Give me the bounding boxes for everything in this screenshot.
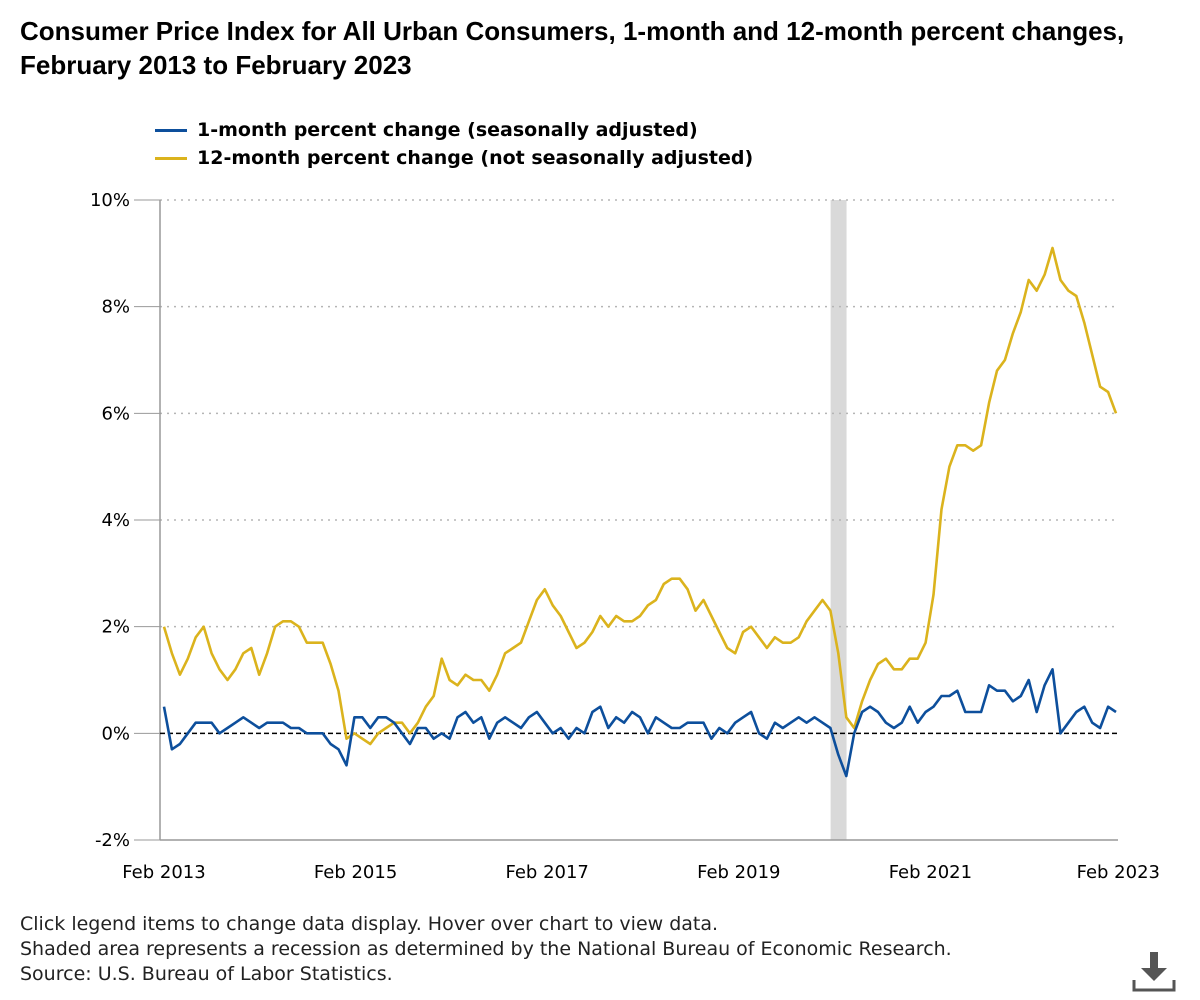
x-tick-label: Feb 2021: [889, 862, 972, 883]
note-recession: Shaded area represents a recession as de…: [20, 938, 952, 960]
x-tick-label: Feb 2013: [122, 862, 205, 883]
note-interaction: Click legend items to change data displa…: [20, 913, 719, 935]
legend-swatch-1-month: [155, 128, 187, 132]
legend-label-1-month: 1-month percent change (seasonally adjus…: [197, 119, 698, 141]
legend-item-1-month[interactable]: 1-month percent change (seasonally adjus…: [155, 116, 753, 144]
y-tick-label: -2%: [95, 830, 130, 851]
note-source: Source: U.S. Bureau of Labor Statistics.: [20, 963, 393, 985]
download-icon: [1132, 952, 1176, 992]
legend-swatch-12-month: [155, 156, 187, 160]
y-tick-label: 6%: [101, 403, 130, 424]
series-line-12-month[interactable]: [162, 246, 1118, 746]
series-line-1-month[interactable]: [162, 667, 1117, 778]
chart-title: Consumer Price Index for All Urban Consu…: [20, 16, 1125, 80]
y-tick-label: 4%: [101, 510, 130, 531]
chart-notes: Click legend items to change data displa…: [20, 912, 952, 987]
x-tick-label: Feb 2015: [314, 862, 397, 883]
download-button[interactable]: [1130, 950, 1178, 994]
y-tick-label: 2%: [101, 617, 130, 638]
x-tick-label: Feb 2019: [697, 862, 780, 883]
legend: 1-month percent change (seasonally adjus…: [155, 116, 753, 172]
y-tick-label: 0%: [101, 723, 130, 744]
y-tick-label: 8%: [101, 297, 130, 318]
x-tick-label: Feb 2017: [505, 862, 588, 883]
y-tick-label: 10%: [90, 190, 130, 211]
legend-label-12-month: 12-month percent change (not seasonally …: [197, 147, 754, 169]
legend-item-12-month[interactable]: 12-month percent change (not seasonally …: [155, 144, 753, 172]
x-tick-label: Feb 2023: [1077, 862, 1160, 883]
